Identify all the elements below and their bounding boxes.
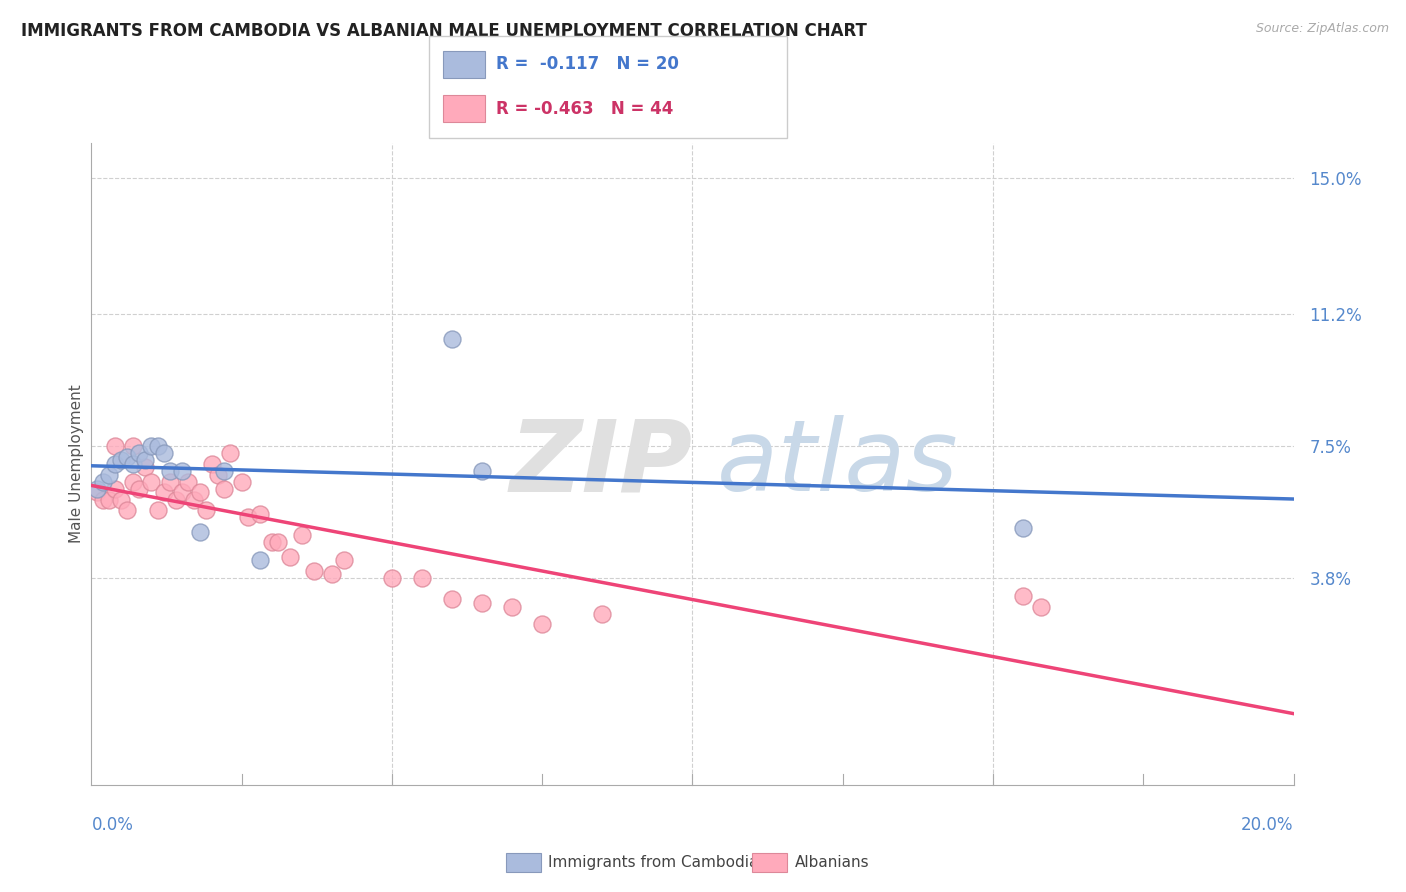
Point — [291, 528, 314, 542]
Point — [98, 492, 121, 507]
Point — [207, 467, 229, 482]
Text: 0.0%: 0.0% — [91, 816, 134, 834]
Text: Immigrants from Cambodia: Immigrants from Cambodia — [548, 855, 759, 870]
Point — [146, 439, 169, 453]
Point — [471, 464, 494, 478]
Text: IMMIGRANTS FROM CAMBODIA VS ALBANIAN MALE UNEMPLOYMENT CORRELATION CHART: IMMIGRANTS FROM CAMBODIA VS ALBANIAN MAL… — [21, 22, 868, 40]
Text: R =  -0.117   N = 20: R = -0.117 N = 20 — [496, 55, 679, 73]
Point — [176, 475, 198, 489]
Point — [134, 453, 156, 467]
Point — [321, 567, 343, 582]
Point — [122, 439, 145, 453]
Point — [236, 510, 259, 524]
Point — [117, 450, 139, 464]
Point — [146, 503, 169, 517]
Point — [170, 464, 193, 478]
Point — [152, 446, 174, 460]
Point — [212, 464, 235, 478]
Point — [231, 475, 253, 489]
Point — [1029, 599, 1052, 614]
Point — [218, 446, 240, 460]
Point — [152, 485, 174, 500]
Text: 20.0%: 20.0% — [1241, 816, 1294, 834]
Point — [122, 457, 145, 471]
Point — [110, 492, 132, 507]
Point — [93, 492, 115, 507]
Point — [170, 485, 193, 500]
Point — [183, 492, 205, 507]
Point — [201, 457, 224, 471]
Point — [86, 485, 108, 500]
Point — [267, 535, 290, 549]
Point — [333, 553, 356, 567]
Point — [501, 599, 523, 614]
Point — [531, 617, 554, 632]
Point — [194, 503, 217, 517]
Text: ZIP: ZIP — [509, 416, 692, 512]
Point — [165, 492, 187, 507]
Point — [249, 507, 271, 521]
Point — [159, 464, 181, 478]
Point — [159, 475, 181, 489]
Point — [98, 467, 121, 482]
Point — [122, 475, 145, 489]
Point — [591, 607, 613, 621]
Point — [1012, 589, 1035, 603]
Point — [134, 460, 156, 475]
Point — [104, 482, 127, 496]
Text: Albanians: Albanians — [794, 855, 869, 870]
Point — [141, 439, 163, 453]
Point — [212, 482, 235, 496]
Point — [260, 535, 283, 549]
Point — [93, 475, 115, 489]
Point — [128, 446, 150, 460]
Point — [381, 571, 404, 585]
Point — [440, 592, 463, 607]
Point — [471, 596, 494, 610]
Point — [104, 457, 127, 471]
Point — [1012, 521, 1035, 535]
Point — [117, 503, 139, 517]
Point — [278, 549, 301, 564]
Text: atlas: atlas — [717, 416, 957, 512]
Point — [110, 453, 132, 467]
Text: Source: ZipAtlas.com: Source: ZipAtlas.com — [1256, 22, 1389, 36]
Y-axis label: Male Unemployment: Male Unemployment — [69, 384, 84, 543]
Point — [141, 475, 163, 489]
Point — [440, 332, 463, 346]
Point — [104, 439, 127, 453]
Point — [411, 571, 433, 585]
Text: R = -0.463   N = 44: R = -0.463 N = 44 — [496, 100, 673, 118]
Point — [302, 564, 325, 578]
Point — [86, 482, 108, 496]
Point — [249, 553, 271, 567]
Point — [188, 485, 211, 500]
Point — [128, 482, 150, 496]
Point — [188, 524, 211, 539]
